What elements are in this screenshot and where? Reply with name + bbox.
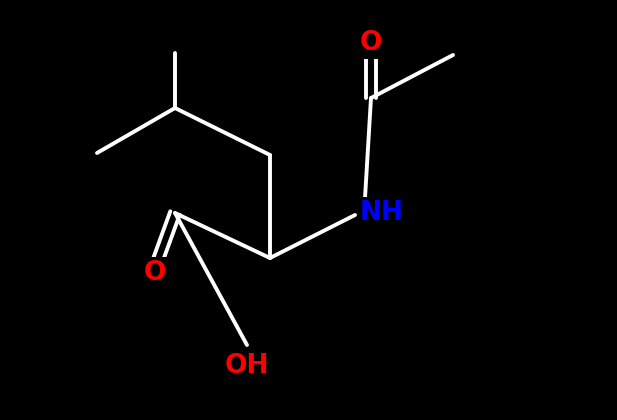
Text: OH: OH	[225, 353, 269, 379]
Text: NH: NH	[360, 200, 404, 226]
Text: O: O	[144, 260, 166, 286]
Text: O: O	[360, 30, 383, 56]
